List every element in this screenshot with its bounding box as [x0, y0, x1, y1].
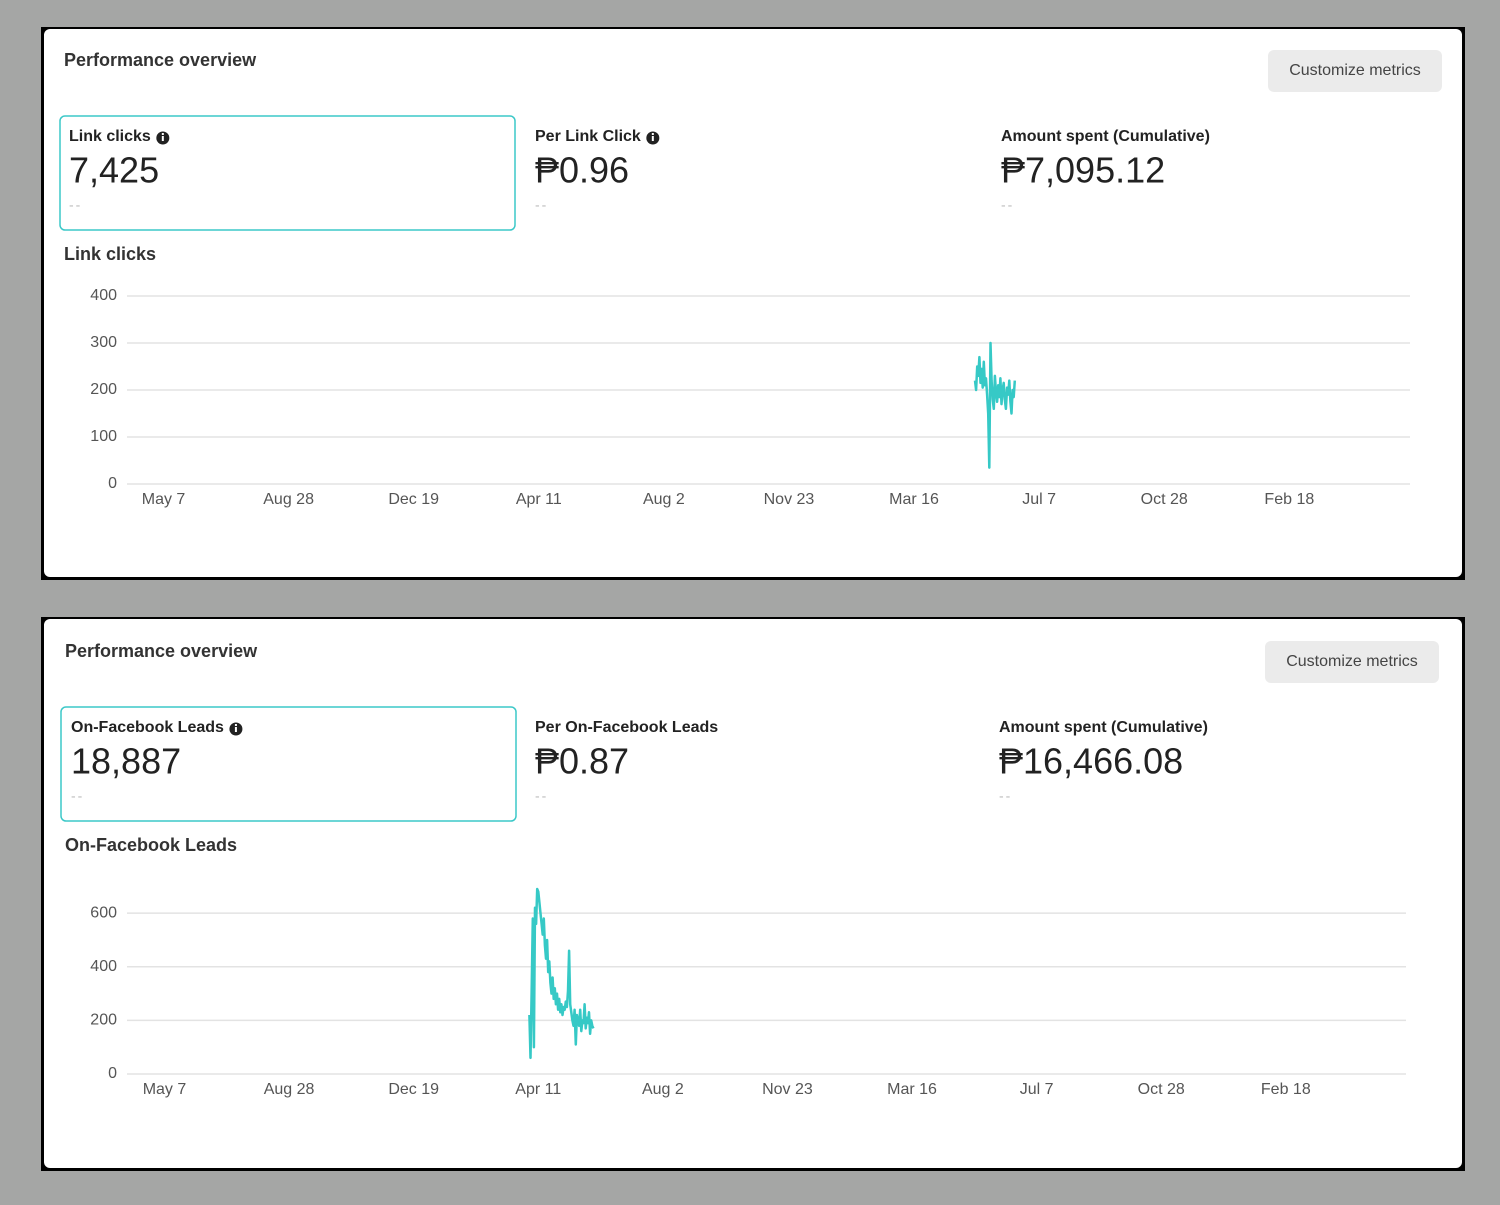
- info-icon-dot: [234, 724, 237, 726]
- x-tick-label: Nov 23: [764, 491, 815, 508]
- button-label[interactable]: Customize metrics: [1286, 653, 1418, 670]
- y-tick-label: 100: [90, 428, 117, 445]
- x-tick-label: Feb 18: [1261, 1081, 1311, 1098]
- panel: [44, 619, 1462, 1168]
- x-tick-label: Aug 28: [263, 491, 314, 508]
- button-label[interactable]: Customize metrics: [1289, 62, 1421, 79]
- chart-title: On-Facebook Leads: [65, 835, 237, 855]
- metric-label: Amount spent (Cumulative): [999, 719, 1208, 736]
- metric-comparison: --: [999, 788, 1012, 804]
- x-tick-label: Oct 28: [1141, 491, 1188, 508]
- x-tick-label: Dec 19: [388, 1081, 439, 1098]
- x-tick-label: Apr 11: [516, 491, 562, 508]
- metric-label: Per Link Click: [535, 128, 641, 145]
- metric-comparison: --: [69, 197, 82, 213]
- metric-value: ₱0.96: [535, 150, 629, 191]
- y-tick-label: 400: [90, 287, 117, 304]
- x-tick-label: Feb 18: [1264, 491, 1314, 508]
- y-tick-label: 0: [108, 1065, 117, 1082]
- button[interactable]: [1265, 641, 1439, 683]
- x-tick-label: May 7: [143, 1081, 187, 1098]
- metric-comparison: --: [71, 788, 84, 804]
- x-tick-label: Aug 28: [264, 1081, 315, 1098]
- y-tick-label: 300: [90, 334, 117, 351]
- chart-title: Link clicks: [64, 244, 156, 264]
- metric-value: ₱0.87: [535, 741, 629, 782]
- info-icon-mark: [161, 136, 164, 141]
- info-icon-dot: [161, 133, 164, 135]
- metric-highlight: [60, 706, 517, 822]
- x-tick-label: May 7: [142, 491, 186, 508]
- metric-value: 18,887: [71, 741, 181, 782]
- info-icon-mark: [651, 136, 654, 141]
- x-tick-label: Dec 19: [388, 491, 439, 508]
- y-tick-label: 600: [90, 904, 117, 921]
- metric-value: ₱7,095.12: [1001, 150, 1165, 191]
- metric-label: Per On-Facebook Leads: [535, 719, 718, 736]
- panel: [44, 29, 1462, 577]
- button[interactable]: [1268, 50, 1442, 92]
- x-tick-label: Nov 23: [762, 1081, 813, 1098]
- x-tick-label: Apr 11: [515, 1081, 561, 1098]
- data-line: [528, 887, 595, 1060]
- x-tick-label: Aug 2: [642, 1081, 684, 1098]
- x-tick-label: Jul 7: [1020, 1081, 1054, 1098]
- y-tick-label: 200: [90, 1012, 117, 1029]
- metric-label: Link clicks: [69, 128, 151, 145]
- info-icon-dot: [651, 133, 654, 135]
- panel-title: Performance overview: [65, 641, 258, 661]
- metric-comparison: --: [535, 788, 548, 804]
- metric-comparison: --: [1001, 197, 1014, 213]
- metric-label: On-Facebook Leads: [71, 719, 224, 736]
- x-tick-label: Mar 16: [889, 491, 939, 508]
- y-tick-label: 200: [90, 381, 117, 398]
- data-line: [973, 341, 1017, 469]
- info-icon-mark: [234, 727, 237, 732]
- x-tick-label: Mar 16: [887, 1081, 937, 1098]
- metric-comparison: --: [535, 197, 548, 213]
- x-tick-label: Oct 28: [1138, 1081, 1185, 1098]
- x-tick-label: Aug 2: [643, 491, 685, 508]
- panel-title: Performance overview: [64, 50, 257, 70]
- metric-label: Amount spent (Cumulative): [1001, 128, 1210, 145]
- x-tick-label: Jul 7: [1022, 491, 1056, 508]
- metric-value: 7,425: [69, 150, 159, 191]
- metric-value: ₱16,466.08: [999, 741, 1183, 782]
- y-tick-label: 400: [90, 958, 117, 975]
- y-tick-label: 0: [108, 475, 117, 492]
- metric-highlight: [59, 115, 516, 231]
